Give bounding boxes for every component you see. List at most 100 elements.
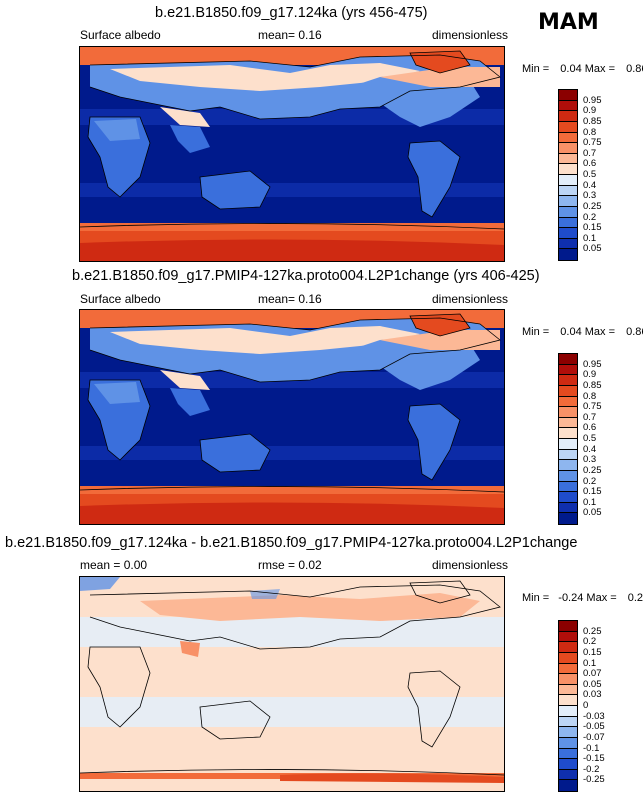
panel-1-colorbar: 0.95 0.9 0.85 0.8 0.75 0.7 0.6 0.5 0.4 0.3 0.25 0.2… [558, 89, 602, 261]
colorbar-swatch [559, 759, 577, 770]
colorbar-swatch [559, 185, 577, 197]
colorbar-tick-label: 0.2 [583, 475, 597, 487]
colorbar-swatch [559, 111, 577, 122]
panel-3-colorbar: 0.25 0.2 0.15 0.1 0.07 0.05 0.03 0 -0.03 -0.05 -0.… [558, 620, 605, 792]
colorbar-tick-label: 0.1 [583, 496, 597, 508]
colorbar-tick-label: 0.15 [583, 486, 602, 498]
colorbar-swatch [559, 621, 577, 632]
colorbar-swatch [559, 143, 577, 154]
colorbar-swatch [559, 470, 577, 482]
colorbar-tick-label: 0.07 [583, 668, 602, 680]
colorbar-swatch [559, 175, 577, 186]
colorbar-tick-label: 0.4 [583, 179, 597, 191]
colorbar-swatch [559, 684, 577, 696]
panel-1-min-value: 0.04 [560, 63, 582, 75]
panel-1-map [79, 46, 505, 262]
panel-1-title: b.e21.B1850.f09_g17.124ka (yrs 456-475) [155, 5, 428, 21]
colorbar-tick-label: 0.5 [583, 433, 597, 444]
colorbar-swatch [559, 153, 577, 165]
colorbar-swatch [559, 354, 577, 365]
colorbar-tick-label: -0.05 [583, 721, 605, 733]
panel-2-variable-label: Surface albedo [80, 292, 161, 306]
panel-3-min-label: Min = [522, 592, 550, 604]
panel-3-map [79, 576, 505, 792]
colorbar-swatch [559, 396, 577, 408]
colorbar-swatch [559, 674, 577, 685]
colorbar-tick-label: -0.2 [583, 763, 600, 775]
colorbar-tick-label: -0.15 [583, 753, 605, 765]
panel-2-minmax: Min = 0.04 Max = 0.86 [522, 326, 643, 338]
colorbar-tick-label: 0.9 [583, 105, 597, 117]
colorbar-tick-label: 0.1 [583, 657, 597, 669]
colorbar-swatch [559, 706, 577, 717]
panel-1-variable-label: Surface albedo [80, 28, 161, 42]
panel-2-map [79, 309, 505, 525]
colorbar-tick-label: 0.7 [583, 411, 597, 423]
colorbar-tick-label: -0.07 [583, 731, 605, 743]
panel-2-max-value: 0.86 [626, 326, 643, 338]
colorbar-swatch [559, 100, 577, 112]
colorbar-tick-label: 0.3 [583, 454, 597, 466]
colorbar-swatch [559, 364, 577, 376]
panel-1-minmax: Min = 0.04 Max = 0.86 [522, 63, 643, 75]
colorbar-tick-label: 0.8 [583, 126, 597, 138]
colorbar-swatch [559, 217, 577, 229]
colorbar-swatch [559, 121, 577, 133]
colorbar-tick-label: 0.8 [583, 390, 597, 402]
colorbar-tick-label: 0.2 [583, 211, 597, 223]
colorbar-swatch [559, 449, 577, 461]
panel-1-max-value: 0.86 [626, 63, 643, 75]
colorbar-tick-label: 0.15 [583, 222, 602, 234]
colorbar-tick-label: 0.9 [583, 369, 597, 381]
colorbar-swatch [559, 780, 577, 791]
colorbar-tick-label: 0 [583, 700, 589, 711]
panel-1-mean-label: mean= 0.16 [258, 28, 322, 42]
panel-3-mean-label: mean = 0.00 [80, 558, 148, 572]
colorbar-tick-label: -0.1 [583, 742, 600, 754]
panel-1-max-label: Max = [584, 63, 616, 75]
panel-3-rmse-label: rmse = 0.02 [258, 558, 322, 572]
colorbar-swatch [559, 238, 577, 250]
colorbar-tick-label: 0.3 [583, 190, 597, 202]
colorbar-tick-label: 0.25 [583, 464, 602, 476]
colorbar-swatch [559, 385, 577, 397]
colorbar-tick-label: 0.2 [583, 636, 597, 648]
colorbar-tick-label: 0.25 [583, 625, 602, 637]
colorbar-swatch [559, 481, 577, 493]
panel-2-max-label: Max = [584, 326, 616, 338]
panel-3-units-label: dimensionless [432, 558, 509, 572]
colorbar-swatch [559, 407, 577, 418]
colorbar-swatch [559, 375, 577, 386]
panel-3-max-value: 0.25 [627, 592, 643, 604]
colorbar-swatch [559, 502, 577, 514]
colorbar-swatch [559, 769, 577, 781]
colorbar-swatch [559, 631, 577, 643]
colorbar-tick-label: 0.7 [583, 147, 597, 159]
colorbar-swatch [559, 513, 577, 524]
panel-1-units-label: dimensionless [432, 28, 509, 42]
colorbar-swatch [559, 428, 577, 439]
panel-2-min-value: 0.04 [560, 326, 582, 338]
colorbar-tick-label: 0.95 [583, 358, 602, 370]
colorbar-swatch [559, 492, 577, 503]
colorbar-swatch [559, 206, 577, 218]
colorbar-swatch [559, 652, 577, 664]
panel-2-mean-label: mean= 0.16 [258, 292, 322, 306]
colorbar-tick-label: 0.85 [583, 115, 602, 127]
colorbar-tick-label: 0.85 [583, 379, 602, 391]
panel-3-min-value: -0.24 [558, 592, 584, 604]
panel-1-min-label: Min = [522, 63, 550, 75]
colorbar-swatch [559, 737, 577, 749]
colorbar-tick-label: 0.95 [583, 94, 602, 106]
colorbar-swatch [559, 663, 577, 675]
colorbar-swatch [559, 439, 577, 450]
colorbar-swatch [559, 164, 577, 175]
colorbar-swatch [559, 695, 577, 706]
colorbar-swatch [559, 196, 577, 207]
colorbar-tick-label: 0.03 [583, 689, 602, 701]
panel-3-max-label: Max = [586, 592, 617, 604]
colorbar-swatch [559, 249, 577, 260]
colorbar-tick-label: -0.25 [583, 774, 605, 786]
colorbar-tick-label: 0.05 [583, 678, 602, 690]
colorbar-tick-label: 0.05 [583, 507, 602, 519]
